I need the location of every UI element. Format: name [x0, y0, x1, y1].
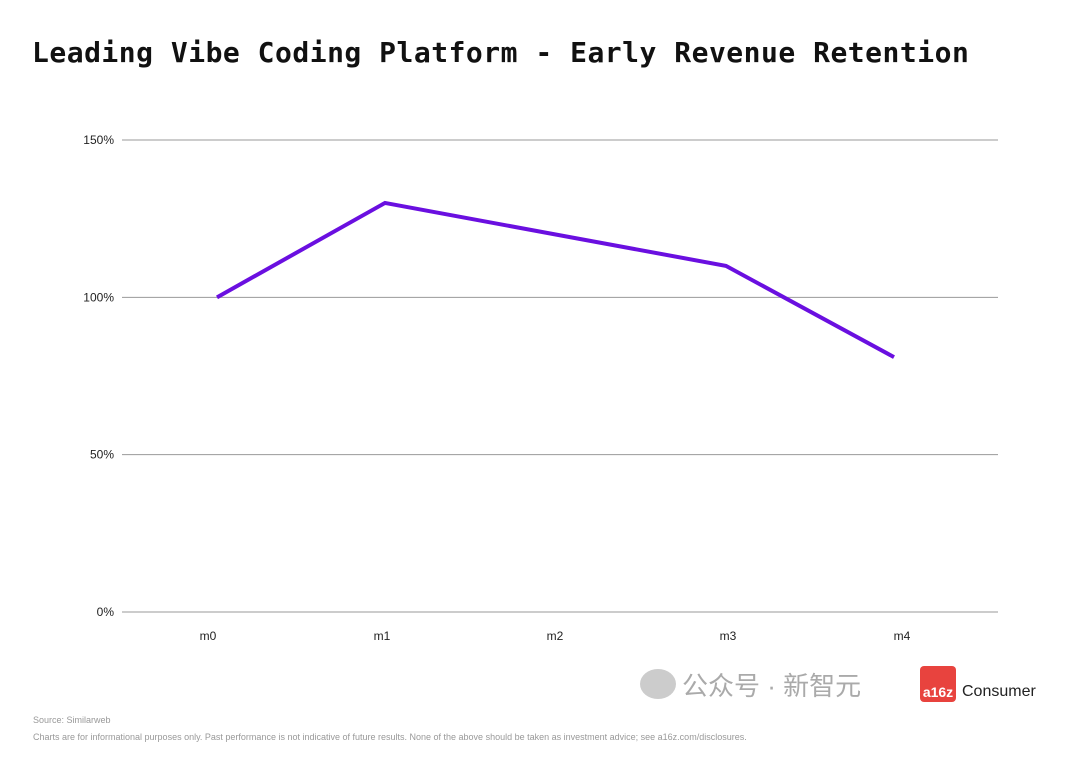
source-note: Source: Similarweb: [33, 715, 111, 725]
watermark-text: 公众号 · 新智元: [682, 670, 862, 701]
a16z-logo: a16z: [920, 666, 956, 702]
chart-title: Leading Vibe Coding Platform - Early Rev…: [32, 36, 970, 69]
y-tick-label: 0%: [97, 605, 115, 619]
x-tick-label: m1: [374, 629, 391, 643]
y-tick-label: 150%: [83, 133, 114, 147]
x-tick-label: m0: [200, 629, 217, 643]
x-tick-label: m2: [547, 629, 564, 643]
watermark: 公众号 · 新智元: [640, 664, 861, 704]
x-tick-label: m4: [894, 629, 911, 643]
disclaimer: Charts are for informational purposes on…: [33, 732, 747, 742]
series-line: [216, 200, 895, 359]
wechat-icon: [640, 669, 676, 699]
y-tick-label: 50%: [90, 448, 114, 462]
y-tick-label: 100%: [83, 290, 114, 304]
logo-label: Consumer: [962, 683, 1036, 700]
x-tick-label: m3: [720, 629, 737, 643]
